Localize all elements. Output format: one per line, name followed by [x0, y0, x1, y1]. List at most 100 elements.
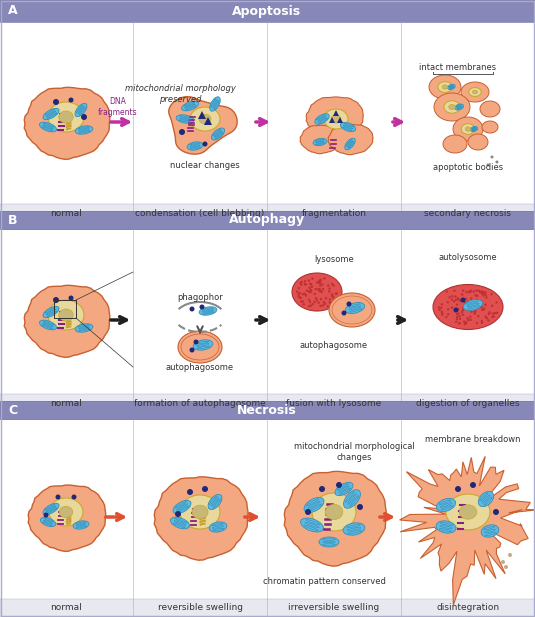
- Ellipse shape: [49, 498, 83, 526]
- Circle shape: [329, 298, 331, 300]
- Ellipse shape: [48, 300, 84, 330]
- Circle shape: [317, 288, 319, 291]
- Circle shape: [303, 303, 305, 305]
- Circle shape: [53, 297, 59, 303]
- Circle shape: [458, 315, 461, 317]
- Ellipse shape: [187, 142, 203, 150]
- Polygon shape: [306, 97, 363, 139]
- Ellipse shape: [171, 517, 189, 529]
- Circle shape: [445, 316, 448, 318]
- Text: disintegration: disintegration: [437, 603, 500, 613]
- Circle shape: [317, 302, 320, 304]
- Polygon shape: [24, 285, 110, 357]
- Ellipse shape: [304, 497, 324, 513]
- Ellipse shape: [75, 126, 93, 135]
- Circle shape: [493, 509, 499, 515]
- Circle shape: [457, 312, 460, 315]
- Text: A: A: [8, 4, 18, 17]
- Circle shape: [332, 296, 334, 299]
- Ellipse shape: [448, 85, 455, 89]
- Circle shape: [494, 312, 496, 314]
- Circle shape: [299, 292, 301, 294]
- Circle shape: [308, 291, 310, 293]
- Circle shape: [457, 308, 459, 310]
- Circle shape: [320, 291, 323, 293]
- Circle shape: [473, 302, 476, 305]
- Circle shape: [179, 129, 185, 135]
- Text: phagophor: phagophor: [177, 292, 223, 302]
- Circle shape: [311, 278, 314, 280]
- Ellipse shape: [459, 505, 477, 519]
- Ellipse shape: [75, 324, 93, 332]
- Bar: [0, 204, 535, 222]
- Circle shape: [468, 291, 470, 293]
- Circle shape: [473, 310, 476, 313]
- Circle shape: [474, 310, 477, 313]
- Ellipse shape: [313, 138, 327, 146]
- Ellipse shape: [193, 340, 213, 350]
- Text: C: C: [8, 404, 17, 416]
- Circle shape: [328, 290, 331, 292]
- Ellipse shape: [335, 482, 353, 495]
- Ellipse shape: [211, 128, 225, 140]
- Circle shape: [319, 305, 322, 307]
- Polygon shape: [198, 111, 206, 119]
- Circle shape: [473, 313, 476, 315]
- Circle shape: [487, 319, 490, 321]
- Circle shape: [300, 300, 302, 303]
- Circle shape: [308, 305, 310, 307]
- Ellipse shape: [43, 109, 59, 120]
- Ellipse shape: [433, 284, 503, 329]
- Ellipse shape: [446, 494, 490, 530]
- Circle shape: [456, 318, 458, 320]
- Circle shape: [194, 339, 198, 344]
- Text: DNA
fragments: DNA fragments: [98, 97, 138, 117]
- Circle shape: [476, 322, 478, 325]
- Circle shape: [458, 322, 461, 325]
- Text: fragmentation: fragmentation: [302, 209, 366, 218]
- Circle shape: [68, 296, 73, 300]
- Text: formation of autophagosome: formation of autophagosome: [134, 399, 266, 407]
- Polygon shape: [284, 471, 386, 566]
- Circle shape: [331, 295, 334, 297]
- Circle shape: [491, 305, 493, 307]
- Ellipse shape: [73, 521, 89, 529]
- Circle shape: [501, 560, 505, 564]
- Circle shape: [486, 164, 490, 167]
- Text: condensation (cell blebbing): condensation (cell blebbing): [135, 209, 265, 218]
- Text: Autophagy: Autophagy: [229, 213, 305, 226]
- Circle shape: [461, 297, 465, 302]
- Ellipse shape: [199, 114, 211, 124]
- Circle shape: [488, 311, 491, 313]
- Circle shape: [477, 315, 479, 317]
- Circle shape: [308, 299, 310, 301]
- Circle shape: [483, 307, 485, 310]
- Circle shape: [320, 291, 323, 293]
- Circle shape: [467, 319, 470, 321]
- Polygon shape: [468, 134, 488, 150]
- Circle shape: [496, 312, 499, 314]
- Ellipse shape: [481, 524, 499, 537]
- Circle shape: [68, 97, 73, 102]
- Bar: [0, 394, 535, 412]
- Polygon shape: [461, 82, 489, 102]
- Circle shape: [484, 294, 487, 296]
- Circle shape: [320, 298, 322, 300]
- Ellipse shape: [176, 115, 194, 123]
- Circle shape: [455, 486, 461, 492]
- Polygon shape: [480, 101, 500, 117]
- Ellipse shape: [436, 521, 456, 533]
- Polygon shape: [28, 485, 105, 552]
- Ellipse shape: [437, 499, 456, 511]
- Text: autophagosome: autophagosome: [300, 341, 368, 349]
- Circle shape: [464, 304, 466, 307]
- Ellipse shape: [192, 505, 208, 519]
- Text: digestion of organelles: digestion of organelles: [416, 399, 520, 407]
- Ellipse shape: [292, 273, 342, 311]
- Polygon shape: [154, 477, 248, 560]
- Circle shape: [189, 347, 195, 352]
- Circle shape: [328, 301, 331, 304]
- Circle shape: [453, 300, 455, 302]
- Ellipse shape: [40, 320, 57, 330]
- Circle shape: [484, 291, 487, 294]
